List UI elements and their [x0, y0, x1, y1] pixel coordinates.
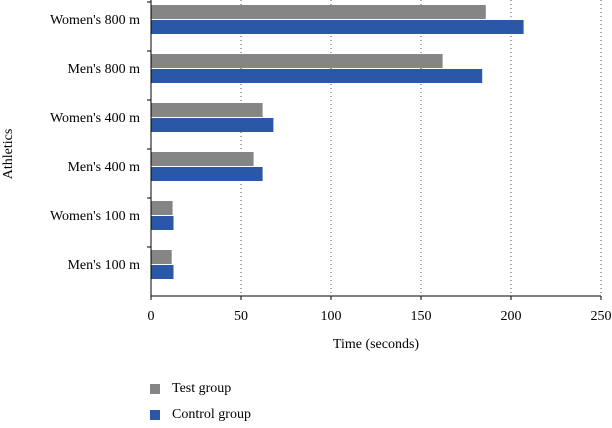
- x-tick-label: 150: [411, 309, 432, 324]
- category-labels: Women's 800 m Men's 800 m Women's 400 m Men…: [50, 13, 140, 273]
- axes: [147, 0, 602, 300]
- bar-test-group: [151, 5, 486, 19]
- bar-test-group: [151, 54, 443, 68]
- x-tick-labels: 0 50 100 150 200 250: [148, 309, 612, 324]
- bar-test-group: [151, 201, 173, 215]
- category-label: Men's 400 m: [67, 160, 140, 175]
- bar-control-group: [151, 265, 174, 279]
- bar-control-group: [151, 20, 524, 34]
- category-label: Women's 400 m: [50, 111, 140, 126]
- x-tick-label: 200: [501, 309, 522, 324]
- bar-test-group: [151, 250, 172, 264]
- bars: [151, 5, 524, 279]
- gridlines: [240, 0, 602, 296]
- legend-swatch-test-group: [150, 384, 160, 394]
- legend: Test group Control group: [150, 376, 251, 428]
- category-label: Men's 100 m: [67, 258, 140, 273]
- x-tick-label: 250: [591, 309, 612, 324]
- category-label: Women's 100 m: [50, 209, 140, 224]
- legend-label-test-group: Test group: [172, 381, 232, 396]
- legend-swatch-control-group: [150, 410, 160, 420]
- category-label: Women's 800 m: [50, 13, 140, 28]
- bar-test-group: [151, 152, 254, 166]
- bar-control-group: [151, 118, 274, 132]
- x-tick-label: 100: [321, 309, 342, 324]
- legend-item-test-group: Test group: [150, 376, 251, 402]
- x-axis-label: Time (seconds): [333, 337, 420, 352]
- legend-label-control-group: Control group: [172, 407, 251, 422]
- bar-control-group: [151, 69, 483, 83]
- y-axis-label: Athletics: [1, 129, 16, 180]
- bar-test-group: [151, 103, 263, 117]
- x-tick-label: 50: [234, 309, 248, 324]
- legend-item-control-group: Control group: [150, 402, 251, 428]
- bar-control-group: [151, 216, 174, 230]
- bar-control-group: [151, 167, 263, 181]
- category-label: Men's 800 m: [67, 62, 140, 77]
- x-tick-label: 0: [148, 309, 155, 324]
